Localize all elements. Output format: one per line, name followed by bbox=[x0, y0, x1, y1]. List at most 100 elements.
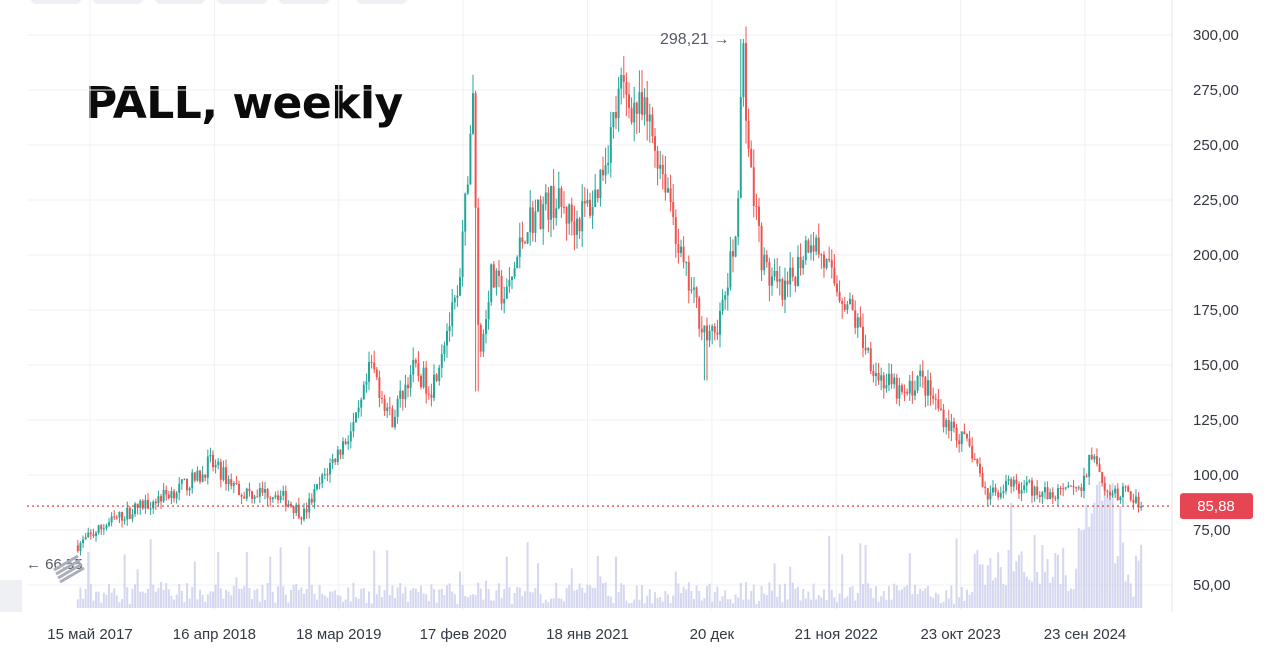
candle-body bbox=[659, 164, 662, 169]
volume-bar bbox=[196, 599, 199, 608]
volume-bar bbox=[227, 591, 230, 608]
volume-bar bbox=[451, 591, 454, 608]
top-tab[interactable] bbox=[356, 0, 408, 4]
candle-body bbox=[934, 398, 937, 400]
candle-body bbox=[425, 367, 428, 394]
candle-body bbox=[817, 237, 820, 255]
volume-bar bbox=[204, 601, 207, 608]
top-tab[interactable] bbox=[216, 0, 268, 4]
candle-body bbox=[331, 458, 334, 464]
volume-bar bbox=[1119, 506, 1122, 608]
candle-body bbox=[724, 295, 727, 300]
candle-body bbox=[453, 297, 456, 303]
volume-bar bbox=[461, 585, 464, 608]
volume-bar bbox=[370, 603, 373, 608]
candle-body bbox=[464, 193, 467, 232]
candle-body bbox=[924, 376, 927, 396]
candle-body bbox=[365, 381, 368, 385]
candle-body bbox=[344, 441, 347, 445]
volume-bar bbox=[643, 603, 646, 608]
candle-body bbox=[147, 499, 150, 509]
candle-body bbox=[339, 449, 342, 455]
candle-body bbox=[303, 508, 306, 520]
volume-bar bbox=[277, 586, 280, 608]
candle-body bbox=[1140, 506, 1143, 508]
candle-body bbox=[968, 438, 971, 447]
candle-body bbox=[1046, 487, 1049, 499]
volume-bar bbox=[544, 599, 547, 608]
volume-bar bbox=[742, 599, 745, 608]
candle-body bbox=[370, 361, 373, 363]
volume-bar bbox=[812, 583, 815, 608]
volume-bar bbox=[1036, 572, 1039, 608]
y-tick-label: 275,00 bbox=[1193, 82, 1239, 99]
volume-bar bbox=[591, 587, 594, 608]
candle-body bbox=[872, 370, 875, 376]
volume-bar bbox=[750, 590, 753, 608]
volume-bar bbox=[110, 592, 113, 608]
candle-body bbox=[1090, 454, 1093, 460]
candle-body bbox=[921, 370, 924, 377]
candle-body bbox=[971, 446, 974, 459]
volume-bar bbox=[690, 591, 693, 608]
volume-bar bbox=[297, 589, 300, 608]
candle-body bbox=[1103, 483, 1106, 491]
top-tab[interactable] bbox=[278, 0, 330, 4]
candle-body bbox=[679, 246, 682, 254]
volume-bar bbox=[601, 583, 604, 608]
candle-body bbox=[799, 257, 802, 269]
volume-bar bbox=[653, 592, 656, 608]
volume-bar bbox=[217, 552, 220, 608]
volume-bar bbox=[175, 594, 178, 608]
candle-body bbox=[976, 458, 979, 464]
volume-bar bbox=[692, 599, 695, 608]
volume-bar bbox=[1028, 579, 1031, 608]
candle-body bbox=[1111, 493, 1114, 496]
volume-bar bbox=[734, 594, 737, 608]
volume-bar bbox=[427, 601, 430, 608]
volume-bar bbox=[781, 602, 784, 608]
candle-body bbox=[744, 43, 747, 121]
candle-body bbox=[329, 463, 332, 475]
candle-body bbox=[1012, 479, 1015, 487]
volume-bar bbox=[183, 602, 186, 608]
volume-bar bbox=[258, 601, 261, 608]
candle-body bbox=[347, 441, 350, 445]
candle-body bbox=[570, 204, 573, 222]
candle-body bbox=[435, 374, 438, 381]
candle-body bbox=[443, 345, 446, 355]
candle-body bbox=[305, 508, 308, 513]
candle-body bbox=[206, 456, 209, 478]
volume-bar bbox=[1046, 559, 1049, 608]
chart-grid bbox=[27, 0, 1173, 612]
top-tab[interactable] bbox=[30, 0, 82, 4]
candle-body bbox=[820, 254, 823, 256]
candle-body bbox=[401, 390, 404, 400]
candle-body bbox=[414, 359, 417, 364]
top-tab[interactable] bbox=[92, 0, 144, 4]
candle-body bbox=[326, 474, 329, 476]
candle-body bbox=[903, 391, 906, 393]
candle-body bbox=[225, 467, 228, 484]
top-tab[interactable] bbox=[154, 0, 206, 4]
volume-bar bbox=[503, 589, 506, 608]
volume-bar bbox=[383, 590, 386, 608]
candle-body bbox=[284, 491, 287, 507]
candle-body bbox=[685, 262, 688, 264]
volume-bar bbox=[500, 597, 503, 608]
candle-body bbox=[279, 495, 282, 501]
volume-bar bbox=[651, 603, 654, 608]
candle-body bbox=[1002, 491, 1005, 493]
volume-bar bbox=[334, 590, 337, 608]
volume-bar bbox=[469, 595, 472, 608]
volume-bar bbox=[271, 591, 274, 608]
volume-bar bbox=[604, 582, 607, 608]
volume-bar bbox=[1075, 568, 1078, 608]
x-tick-label: 16 апр 2018 bbox=[173, 626, 256, 643]
volume-bar bbox=[838, 593, 841, 608]
volume-bar bbox=[1038, 583, 1041, 608]
candle-body bbox=[1075, 487, 1078, 489]
candle-body bbox=[874, 373, 877, 376]
volume-bar bbox=[861, 584, 864, 608]
